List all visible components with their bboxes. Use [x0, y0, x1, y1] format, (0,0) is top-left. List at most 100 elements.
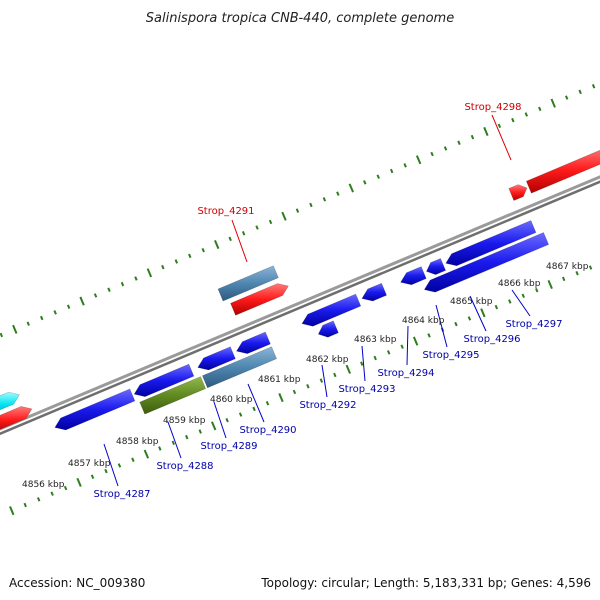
- outer-tick: [12, 324, 18, 334]
- inner-tick: [333, 372, 337, 378]
- inner-tick: [225, 417, 229, 423]
- inner-tick: [90, 474, 95, 479]
- gene-label-forward: Strop_4298: [464, 102, 521, 113]
- scale-labels: 4856 kbp 4857 kbp 4858 kbp 4859 kbp 4860 kbp…: [22, 262, 589, 490]
- inner-tick: [9, 506, 15, 516]
- accession-text: Accession: NC_009380: [9, 576, 145, 590]
- outer-tick: [66, 304, 71, 309]
- outer-tick: [389, 168, 394, 174]
- outer-tick: [120, 281, 125, 287]
- outer-tick: [336, 191, 340, 196]
- outer-tick: [415, 155, 422, 165]
- label-leaders: [103, 114, 531, 487]
- inner-tick: [345, 364, 351, 374]
- inner-tick: [319, 378, 324, 383]
- inner-tick: [185, 434, 189, 440]
- scale-label: 4858 kbp: [116, 437, 159, 447]
- inner-tick: [306, 384, 310, 389]
- scale-label: 4865 kbp: [450, 297, 493, 307]
- gene-arrow-blue: [54, 388, 136, 431]
- outer-tick: [483, 126, 489, 137]
- gene-arrow-red: [525, 149, 600, 194]
- inner-tick: [117, 463, 122, 468]
- outer-tick: [0, 332, 4, 338]
- outer-tick: [591, 84, 596, 89]
- inner-tick: [521, 293, 525, 299]
- backbone-line: [0, 175, 600, 431]
- gene-label-reverse: Strop_4293: [338, 384, 395, 395]
- outer-tick: [348, 183, 354, 193]
- gene-arrow-blue: [445, 220, 537, 267]
- gene-arrow-blue: [197, 346, 236, 371]
- inner-tick: [143, 449, 150, 459]
- leader-line: [435, 304, 448, 348]
- outer-tick: [578, 89, 582, 95]
- gene-label-reverse: Strop_4290: [239, 425, 296, 436]
- gene-box-steel: [217, 265, 279, 302]
- outer-tick: [538, 106, 542, 112]
- gene-box-steel: [202, 346, 277, 389]
- outer-tick: [564, 95, 569, 100]
- leader-line: [361, 345, 366, 382]
- inner-tick: [360, 361, 364, 366]
- inner-tick: [508, 299, 512, 304]
- leader-line: [231, 219, 248, 263]
- outer-tick: [40, 315, 44, 321]
- gene-arrow-red: [230, 283, 289, 316]
- inner-tick: [412, 336, 419, 346]
- outer-tick: [255, 225, 259, 230]
- inner-tick: [23, 502, 27, 508]
- outer-tick: [93, 293, 98, 298]
- outer-tick: [403, 163, 407, 168]
- gene-arrow-blue: [133, 363, 195, 397]
- scale-label: 4857 kbp: [68, 459, 111, 469]
- inner-tick: [104, 468, 108, 474]
- gene-label-reverse: Strop_4289: [200, 441, 257, 452]
- outer-tick: [470, 134, 475, 140]
- outer-tick: [134, 276, 138, 281]
- genome-backbone: [0, 175, 600, 436]
- inner-tick: [386, 350, 391, 355]
- inner-tick: [171, 440, 175, 446]
- outer-tick: [511, 117, 515, 123]
- gene-label-reverse: Strop_4292: [299, 400, 356, 411]
- scale-label: 4856 kbp: [22, 480, 65, 490]
- outer-tick: [363, 180, 367, 185]
- inner-tick: [238, 412, 243, 417]
- outer-tick: [79, 296, 85, 306]
- gene-label-reverse: Strop_4296: [463, 334, 520, 345]
- leader-line: [103, 443, 119, 487]
- leader-line: [247, 383, 265, 423]
- gene-arrow-red: [0, 406, 33, 430]
- leader-line: [469, 295, 487, 332]
- outer-tick: [443, 146, 448, 151]
- scale-label: 4867 kbp: [546, 262, 589, 272]
- outer-tick: [376, 174, 380, 179]
- outer-tick: [268, 219, 273, 225]
- outer-tick: [309, 202, 313, 208]
- gene-arrow-blue: [301, 293, 362, 327]
- inner-tick: [561, 276, 566, 282]
- inner-tick: [547, 279, 553, 290]
- inner-tick: [158, 446, 162, 451]
- inner-tick: [400, 344, 404, 349]
- inner-tick: [36, 497, 41, 502]
- scale-label: 4861 kbp: [258, 375, 301, 385]
- outer-tick: [457, 140, 461, 146]
- outer-tick: [146, 268, 153, 278]
- gene-labels: Strop_4291 Strop_4298 Strop_4287 Strop_4288…: [93, 102, 562, 500]
- gene-label-forward: Strop_4291: [197, 206, 254, 217]
- inner-tick: [454, 321, 458, 327]
- gene-arrow-blue: [361, 282, 387, 302]
- inner-tick: [76, 477, 82, 487]
- tick-marks: [0, 84, 596, 516]
- gene-label-reverse: Strop_4287: [93, 489, 150, 500]
- leader-line: [406, 325, 409, 366]
- gene-arrow-blue: [423, 232, 549, 293]
- outer-tick: [174, 259, 179, 264]
- outer-tick: [295, 208, 300, 213]
- gene-arrow-blue: [236, 331, 271, 354]
- scale-label: 4860 kbp: [210, 395, 253, 405]
- outer-tick: [430, 151, 434, 157]
- outer-tick: [281, 211, 287, 221]
